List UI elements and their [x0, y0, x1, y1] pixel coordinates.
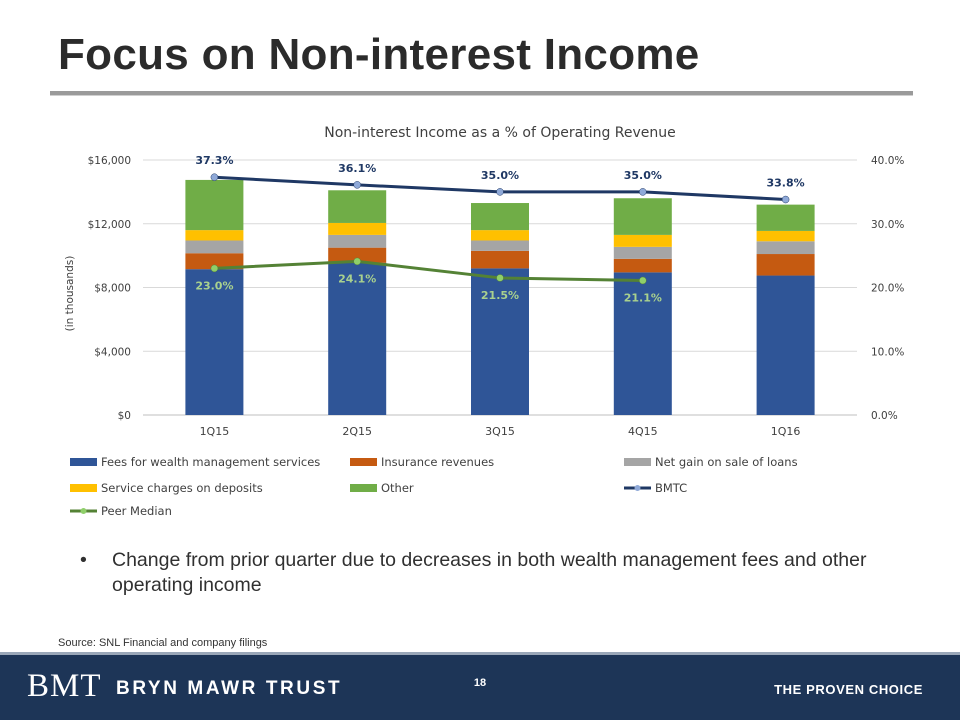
bmt-logo: BMT	[27, 668, 102, 704]
y-axis-label: (in thousands)	[64, 256, 76, 332]
x-tick-label: 3Q15	[485, 425, 515, 438]
y-tick-label: $12,000	[88, 219, 131, 231]
bar-segment-2	[471, 240, 529, 251]
x-tick-label: 1Q15	[200, 425, 230, 438]
bar-segment-1	[756, 254, 815, 276]
y2-tick-label: 30.0%	[871, 219, 904, 231]
legend-label: Insurance revenues	[381, 455, 494, 469]
x-tick-label: 2Q15	[342, 425, 372, 438]
data-label: 35.0%	[624, 169, 662, 182]
line-marker	[353, 257, 361, 266]
bar-segment-3	[471, 230, 529, 241]
bar-segment-3	[328, 222, 387, 235]
data-label: 33.8%	[767, 177, 805, 190]
bar-segment-1	[185, 253, 244, 270]
chart-title: Non-interest Income as a % of Operating …	[324, 125, 676, 141]
y2-tick-label: 0.0%	[871, 410, 898, 422]
data-label: 21.5%	[481, 289, 519, 302]
legend-marker	[80, 508, 87, 514]
legend-label: Service charges on deposits	[101, 481, 263, 495]
data-label: 36.1%	[338, 162, 376, 175]
bar-segment-1	[328, 247, 387, 263]
tagline: THE PROVEN CHOICE	[774, 682, 923, 697]
non-interest-income-chart: Non-interest Income as a % of Operating …	[64, 125, 904, 518]
bullet-text: Change from prior quarter due to decreas…	[112, 549, 867, 596]
y2-tick-label: 10.0%	[871, 346, 904, 358]
data-label: 37.3%	[195, 154, 233, 167]
data-label: 24.1%	[338, 272, 376, 285]
legend-swatch	[70, 458, 97, 466]
bar-segment-0	[471, 268, 529, 415]
bar-segment-3	[756, 230, 815, 242]
line-marker	[781, 195, 790, 204]
legend-label: Peer Median	[101, 504, 172, 518]
bar-segment-3	[613, 234, 672, 247]
bar-segment-4	[185, 179, 244, 231]
legend-label: Net gain on sale of loans	[655, 455, 798, 469]
y2-tick-label: 40.0%	[871, 155, 904, 167]
line-marker	[353, 181, 361, 189]
line-series-1	[214, 259, 643, 282]
slide-title: Focus on Non-interest Income	[58, 30, 700, 79]
bar-segment-1	[613, 258, 672, 273]
bar-segment-2	[185, 240, 244, 254]
legend-swatch	[350, 458, 377, 466]
bullet-marker: •	[80, 549, 87, 571]
y-tick-label: $16,000	[88, 155, 131, 167]
title-divider	[50, 91, 913, 96]
x-tick-label: 1Q16	[771, 425, 801, 438]
bar-segment-0	[613, 272, 672, 415]
legend-label: Other	[381, 481, 414, 495]
bar-segment-3	[185, 230, 244, 241]
bar-segment-1	[471, 250, 529, 269]
legend-marker	[634, 485, 641, 491]
y-tick-label: $0	[118, 410, 131, 422]
page-number: 18	[473, 677, 487, 689]
legend-swatch	[70, 484, 97, 492]
bar-segment-4	[328, 190, 387, 223]
bar-segment-4	[471, 203, 529, 231]
bar-segment-0	[185, 269, 244, 415]
line-marker	[210, 173, 219, 181]
x-tick-label: 4Q15	[628, 425, 658, 438]
data-label: 21.1%	[624, 291, 662, 304]
legend-swatch	[624, 458, 651, 466]
bar-segment-2	[756, 241, 815, 255]
bar-segment-4	[613, 198, 672, 235]
company-name: BRYN MAWR TRUST	[116, 678, 343, 699]
data-label: 23.0%	[195, 279, 233, 292]
line-marker	[496, 274, 504, 282]
source-note: Source: SNL Financial and company filing…	[58, 637, 268, 649]
footer-bar: BMT BRYN MAWR TRUST 18 THE PROVEN CHOICE	[0, 652, 960, 720]
legend-swatch	[350, 484, 377, 492]
data-label: 35.0%	[481, 169, 519, 182]
line-marker	[639, 188, 647, 196]
line-marker	[496, 188, 504, 196]
y-tick-label: $8,000	[94, 283, 131, 295]
bar-segment-2	[328, 234, 387, 248]
y2-tick-label: 20.0%	[871, 283, 904, 295]
legend-label: Fees for wealth management services	[101, 455, 320, 469]
line-marker	[639, 276, 647, 285]
bar-segment-4	[756, 204, 815, 231]
bullet-point: • Change from prior quarter due to decre…	[80, 548, 910, 598]
legend-label: BMTC	[655, 481, 687, 495]
y-tick-label: $4,000	[94, 346, 131, 358]
bar-segment-0	[328, 262, 387, 415]
line-marker	[210, 264, 219, 273]
bar-segment-2	[613, 246, 672, 259]
bar-segment-0	[756, 275, 815, 415]
